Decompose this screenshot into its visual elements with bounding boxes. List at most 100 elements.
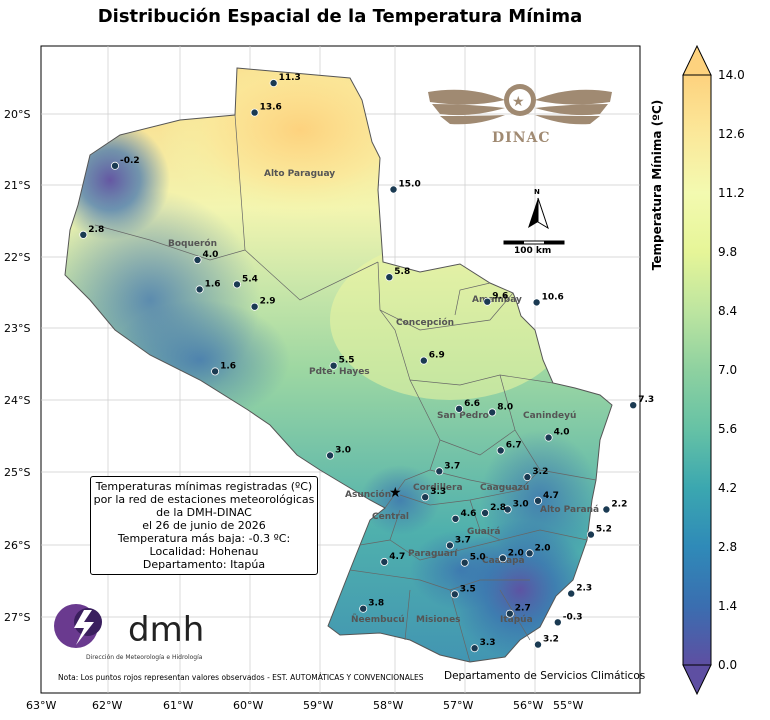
station-marker (488, 408, 497, 417)
x-tick-label: 60°W (233, 699, 263, 712)
station-marker (470, 644, 479, 653)
station-value-label: 3.5 (460, 584, 476, 594)
station-value-label: 2.8 (490, 503, 506, 513)
station-marker (326, 451, 335, 460)
station-value-label: 4.7 (389, 552, 405, 562)
north-label: N (534, 188, 540, 196)
station-marker (532, 298, 541, 307)
station-marker (269, 79, 278, 88)
x-tick-label: 62°W (92, 699, 122, 712)
station-marker (385, 273, 394, 282)
station-value-label: 9.6 (492, 292, 508, 302)
info-line: por la red de estaciones meteorológicas (93, 493, 315, 506)
station-marker (460, 558, 469, 567)
station-value-label: 3.3 (430, 487, 446, 497)
capital-star-icon: ★ (389, 485, 402, 501)
credit-text: Departamento de Servicios Climáticos (444, 670, 646, 682)
station-value-label: 1.6 (220, 361, 236, 371)
dept-label: Caaguazú (480, 483, 529, 493)
station-marker (534, 640, 543, 649)
station-value-label: 3.3 (480, 638, 496, 648)
station-value-label: -0.3 (563, 612, 583, 622)
station-marker (505, 609, 514, 618)
station-marker (602, 505, 611, 514)
y-tick-label: 23°S (4, 322, 30, 335)
station-value-label: 5.5 (339, 356, 355, 366)
dept-label: Misiones (416, 615, 461, 625)
station-value-label: 5.4 (242, 274, 258, 284)
dmh-logo-icon (54, 604, 102, 648)
station-marker (586, 530, 595, 539)
station-value-label: -0.2 (120, 156, 140, 166)
station-value-label: 3.0 (335, 446, 351, 456)
x-tick-label: 63°W (26, 699, 56, 712)
colorbar-tick: 8.4 (718, 304, 737, 318)
svg-text:★: ★ (512, 94, 525, 110)
dept-label: Pdte. Hayes (309, 367, 370, 377)
colorbar-tick: 0.0 (718, 658, 737, 672)
station-value-label: 2.9 (260, 297, 276, 307)
station-value-label: 3.2 (532, 467, 548, 477)
station-marker (553, 618, 562, 627)
station-marker (389, 185, 398, 194)
station-value-label: 3.7 (455, 535, 471, 545)
info-line: Localidad: Hohenau (149, 545, 259, 558)
dept-label: Amambay (472, 295, 522, 305)
dept-label: Canindeyú (523, 411, 576, 421)
dept-label: Central (372, 512, 409, 522)
x-axis-ticks: 63°W 62°W 61°W 60°W 59°W 58°W 57°W 56°W … (26, 699, 583, 712)
station-value-label: 5.2 (596, 525, 612, 535)
y-tick-label: 25°S (4, 466, 30, 479)
station-marker (629, 401, 638, 410)
chart-title: Distribución Espacial de la Temperatura … (97, 6, 583, 27)
station-value-label: 2.2 (611, 500, 627, 510)
station-marker (567, 589, 576, 598)
dept-label: Itapúa (500, 615, 533, 625)
station-value-label: 1.6 (205, 279, 221, 289)
station-value-label: 4.6 (461, 509, 477, 519)
colorbar-ticks: 0.0 1.4 2.8 4.2 5.6 7.0 8.4 9.8 11.2 12.… (718, 68, 745, 672)
x-tick-label: 57°W (443, 699, 473, 712)
station-marker (359, 604, 368, 613)
colorbar (682, 44, 712, 696)
station-marker (450, 590, 459, 599)
x-tick-label: 55°W (553, 699, 583, 712)
station-marker (232, 280, 241, 289)
colorbar-tick: 1.4 (718, 599, 737, 613)
country-outline (64, 67, 613, 663)
station-value-label: 5.0 (470, 553, 486, 563)
info-box: Temperaturas mínimas registradas (ºC) po… (90, 476, 318, 575)
station-value-label: 4.0 (203, 250, 219, 260)
colorbar-tick: 14.0 (718, 68, 745, 82)
scale-label: 100 km (514, 246, 552, 256)
scale-bar (503, 240, 565, 245)
station-value-label: 2.0 (535, 543, 551, 553)
station-marker (250, 108, 259, 117)
station-marker (193, 255, 202, 264)
station-value-label: 6.7 (506, 441, 522, 451)
y-tick-label: 22°S (4, 251, 30, 264)
dept-label: Asunción (345, 489, 391, 500)
y-tick-label: 20°S (4, 108, 30, 121)
station-value-label: 15.0 (399, 180, 421, 190)
x-tick-label: 58°W (373, 699, 403, 712)
colorbar-tick: 11.2 (718, 186, 745, 200)
footnote: Nota: Los puntos rojos representan valor… (58, 673, 424, 682)
y-tick-label: 26°S (4, 539, 30, 552)
x-tick-label: 56°W (513, 699, 543, 712)
dmh-logo-subtitle: Dirección de Meteorología e Hidrología (86, 654, 203, 661)
station-marker (455, 404, 464, 413)
station-value-label: 11.3 (279, 73, 301, 83)
station-value-label: 3.0 (513, 500, 529, 510)
station-marker (481, 508, 490, 517)
dinac-logo-text: DINAC (492, 130, 551, 146)
station-value-label: 2.0 (508, 548, 524, 558)
station-marker (496, 446, 505, 455)
x-tick-label: 61°W (163, 699, 193, 712)
station-marker (523, 473, 532, 482)
y-tick-label: 27°S (4, 611, 30, 624)
station-value-label: 4.7 (543, 491, 559, 501)
info-line: Temperaturas mínimas registradas (ºC) (95, 480, 313, 493)
stations: 11.3 13.6 -0.2 15.0 2.8 4.0 5.8 1.6 5.4 9.6 10.6 2.… (79, 73, 654, 653)
station-value-label: 3.8 (368, 599, 384, 609)
